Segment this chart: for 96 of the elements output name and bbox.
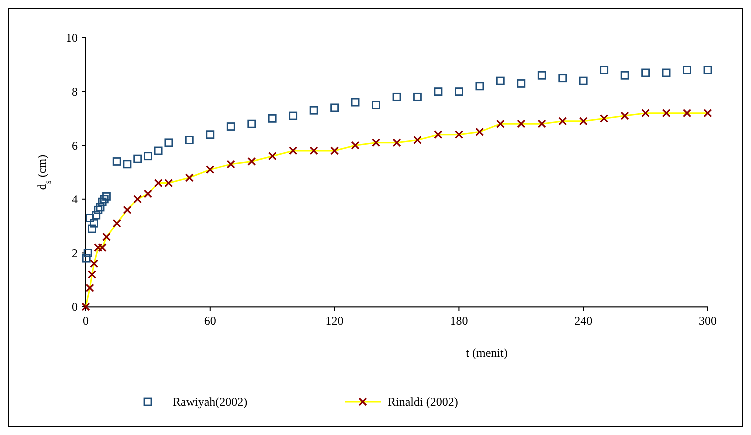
point (98, 244, 107, 252)
point (82, 254, 91, 263)
point (206, 166, 215, 174)
point (414, 92, 422, 102)
point (517, 80, 526, 88)
point (86, 214, 94, 222)
point (102, 192, 111, 201)
x-tick-label: 120 (326, 314, 344, 328)
point (642, 109, 650, 118)
point (94, 206, 103, 214)
point (86, 284, 94, 292)
point (134, 195, 142, 204)
point (372, 101, 380, 110)
point (112, 158, 122, 166)
point (289, 146, 298, 156)
point (185, 174, 194, 182)
point (496, 120, 505, 128)
point (517, 120, 526, 128)
point (620, 112, 630, 120)
point (330, 146, 340, 156)
y-tick-label: 6 (72, 138, 78, 153)
y-tick-label: 2 (72, 246, 78, 260)
point (154, 146, 163, 156)
point (476, 128, 484, 136)
point (112, 219, 122, 228)
point (88, 270, 97, 280)
point (248, 120, 256, 128)
point (620, 71, 630, 80)
legend-label: Rawiyah(2002) (173, 395, 248, 410)
point (268, 114, 277, 123)
point (558, 117, 568, 126)
point (82, 302, 90, 312)
point (600, 66, 609, 74)
point (496, 76, 505, 86)
point (476, 82, 484, 91)
point (185, 136, 194, 144)
point (310, 106, 318, 115)
point (392, 92, 402, 102)
point (662, 109, 671, 118)
point (88, 224, 96, 234)
point (351, 141, 360, 150)
y-tick-label: 4 (72, 192, 78, 207)
y-tick-label: 10 (66, 31, 78, 46)
point (248, 157, 256, 166)
point (226, 122, 236, 131)
point (90, 219, 98, 228)
point (123, 160, 132, 169)
x-tick-label: 180 (450, 314, 468, 328)
point (434, 88, 443, 96)
point (455, 88, 464, 96)
point (682, 109, 692, 118)
point (226, 160, 236, 169)
point (392, 138, 402, 148)
x-axis-title: t (menit) (466, 346, 508, 360)
point (98, 198, 107, 206)
point (96, 203, 105, 212)
point (84, 249, 92, 258)
point (683, 66, 692, 74)
point (413, 136, 422, 145)
point (90, 260, 99, 268)
point (310, 146, 318, 156)
point (538, 71, 546, 80)
y-tick-label: 0 (72, 300, 78, 314)
point (268, 152, 277, 161)
point (330, 104, 339, 112)
point (102, 232, 112, 242)
line-series (85, 112, 709, 308)
point (164, 138, 174, 148)
x-tick-label: 0 (83, 314, 89, 328)
x-tick-label: 60 (204, 314, 216, 328)
point (92, 211, 101, 220)
x-tick-label: 240 (574, 314, 593, 328)
point (351, 98, 360, 107)
point (206, 130, 215, 140)
point (538, 120, 546, 128)
point (372, 138, 381, 148)
point (704, 109, 712, 118)
point (454, 130, 464, 140)
point (600, 114, 609, 123)
point (144, 190, 152, 198)
point (579, 76, 588, 86)
point (134, 154, 142, 164)
point (144, 152, 152, 161)
point (123, 206, 132, 214)
point (704, 66, 712, 74)
y-tick-label: 8 (72, 85, 78, 99)
x-tick-label: 300 (699, 314, 717, 328)
point (100, 195, 109, 204)
legend-label: Rinaldi (2002) (388, 395, 458, 410)
point (579, 117, 588, 126)
point (662, 68, 671, 78)
point (289, 112, 298, 120)
point (642, 68, 650, 78)
point (558, 74, 568, 83)
point (94, 244, 103, 252)
point (434, 130, 443, 140)
